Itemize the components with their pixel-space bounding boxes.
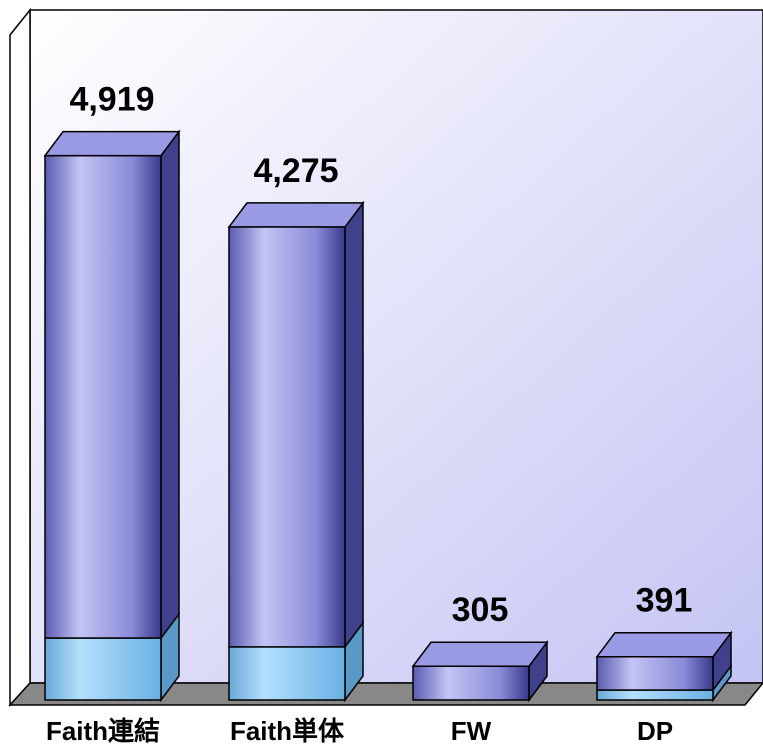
bar-segment bbox=[44, 637, 162, 701]
bar-top bbox=[227, 202, 365, 228]
bar-top bbox=[595, 631, 733, 658]
bar-segment bbox=[44, 154, 162, 639]
bar-segment bbox=[228, 226, 346, 648]
floor bbox=[8, 682, 763, 706]
total-label: 4,275 bbox=[253, 152, 338, 190]
side-wall bbox=[9, 7, 31, 707]
total-label: 4,919 bbox=[69, 81, 154, 119]
bar-segment bbox=[596, 689, 714, 701]
x-tick-label: Faith連結 bbox=[46, 716, 160, 746]
bars bbox=[43, 129, 733, 703]
bar-top bbox=[411, 641, 549, 667]
x-tick-label: DP bbox=[637, 716, 673, 746]
total-label: 305 bbox=[452, 591, 509, 629]
x-tick-label: FW bbox=[451, 716, 492, 746]
bar-segment bbox=[228, 646, 346, 701]
x-tick-label: Faith単体 bbox=[230, 716, 345, 746]
bar-side bbox=[160, 129, 180, 641]
total-label: 391 bbox=[636, 582, 693, 620]
bar-segment bbox=[412, 665, 530, 701]
bar-side bbox=[344, 200, 364, 650]
bar-top bbox=[43, 130, 181, 157]
bar-segment bbox=[596, 655, 714, 691]
